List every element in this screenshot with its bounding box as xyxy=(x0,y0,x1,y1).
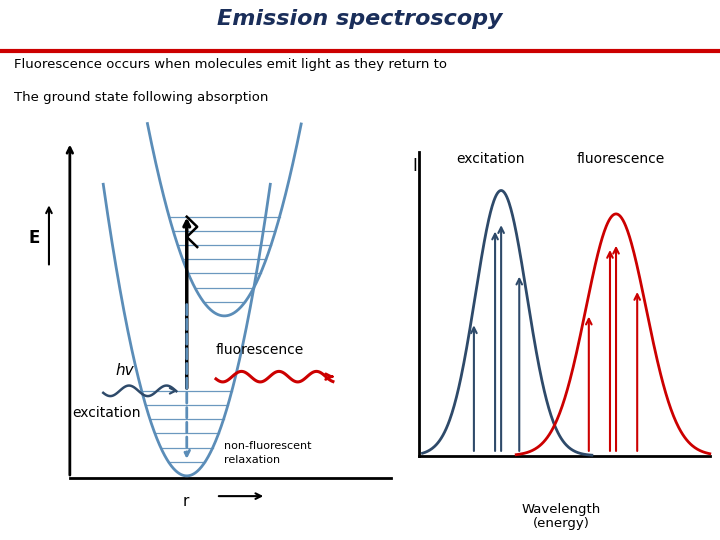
Text: excitation: excitation xyxy=(72,406,140,420)
Text: Fluorescence occurs when molecules emit light as they return to: Fluorescence occurs when molecules emit … xyxy=(14,58,447,71)
Text: fluorescence: fluorescence xyxy=(577,152,665,166)
Text: fluorescence: fluorescence xyxy=(216,343,305,357)
Text: The ground state following absorption: The ground state following absorption xyxy=(14,91,269,104)
Text: I: I xyxy=(412,157,417,175)
Text: r: r xyxy=(183,494,189,509)
Text: E: E xyxy=(28,229,40,247)
Text: Wavelength
(energy): Wavelength (energy) xyxy=(522,503,601,530)
Text: hv: hv xyxy=(116,363,135,377)
Text: excitation: excitation xyxy=(456,152,524,166)
Text: Emission spectroscopy: Emission spectroscopy xyxy=(217,9,503,29)
Text: non-fluorescent
relaxation: non-fluorescent relaxation xyxy=(225,442,312,464)
